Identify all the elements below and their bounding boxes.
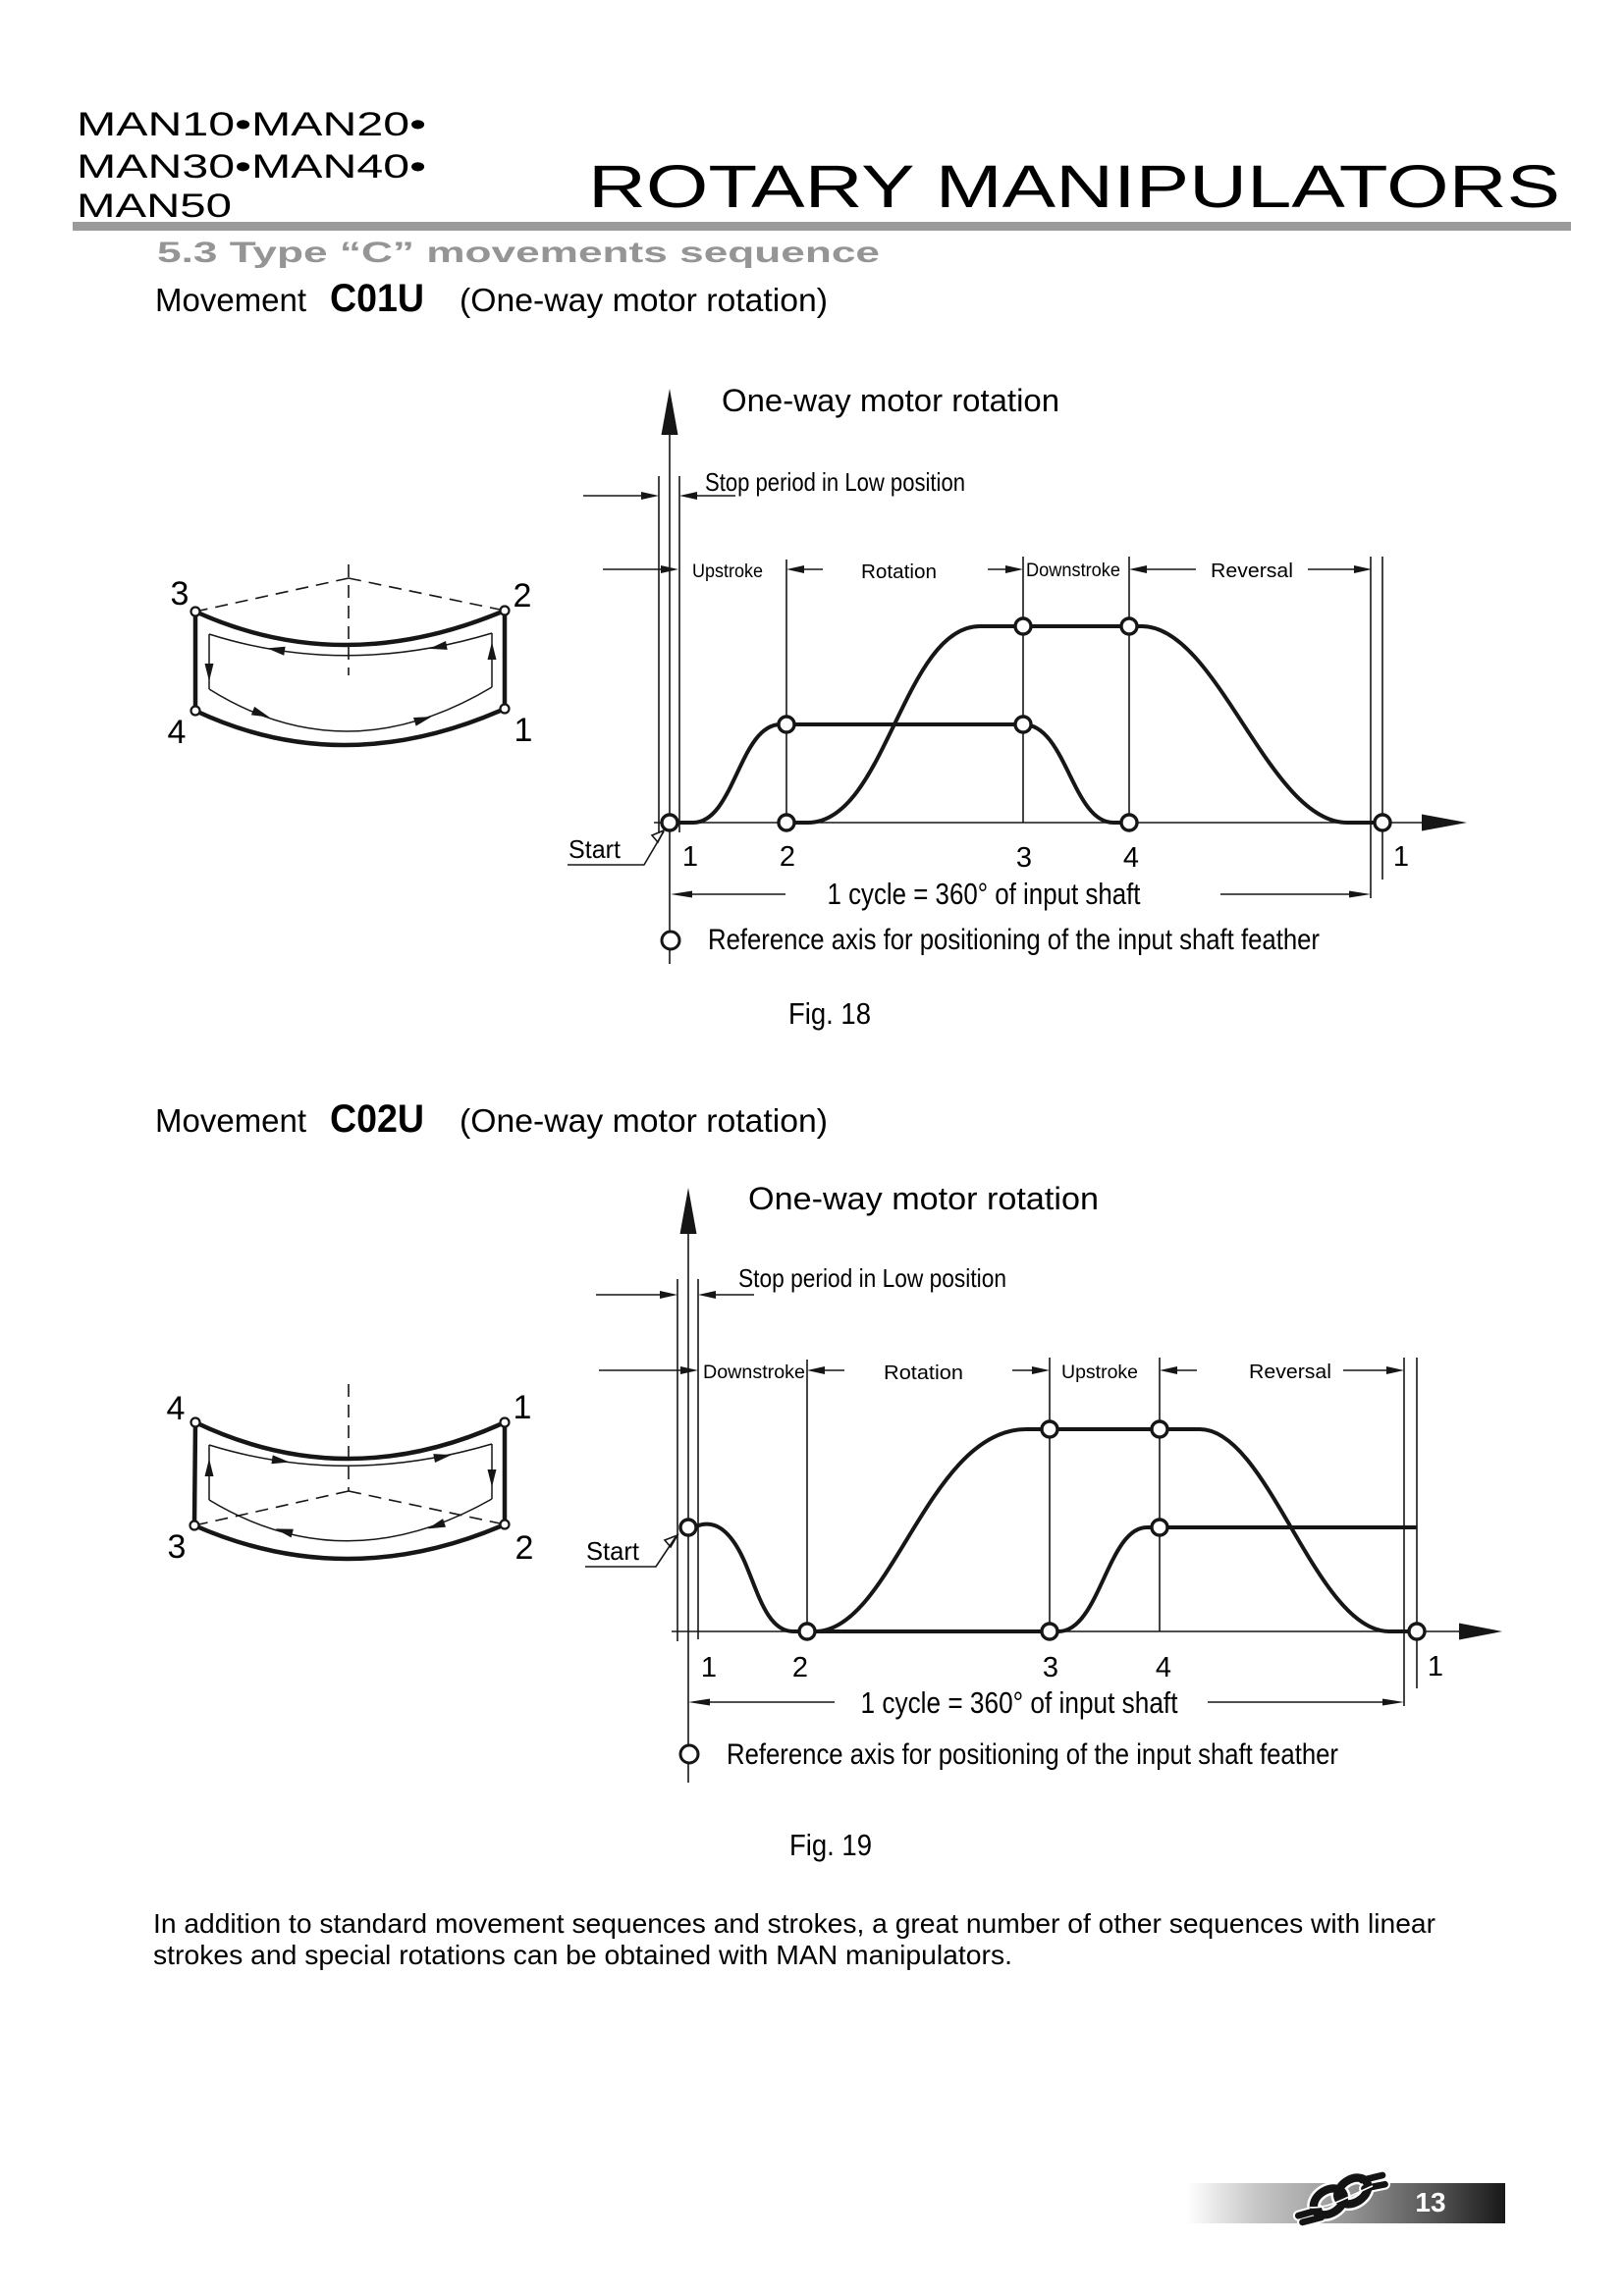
svg-text:3: 3 xyxy=(1043,1652,1058,1683)
svg-text:4: 4 xyxy=(167,1390,186,1427)
svg-text:ROTARY MANIPULATORS: ROTARY MANIPULATORS xyxy=(588,153,1560,220)
svg-text:2: 2 xyxy=(780,841,795,873)
svg-text:1: 1 xyxy=(1428,1651,1443,1682)
svg-text:Rotation: Rotation xyxy=(884,1362,963,1384)
svg-text:13: 13 xyxy=(1415,2187,1445,2217)
svg-text:1 cycle = 360° of input shaft: 1 cycle = 360° of input shaft xyxy=(861,1685,1178,1720)
svg-text:1: 1 xyxy=(701,1652,717,1683)
svg-text:Reference axis for positioning: Reference axis for positioning of the in… xyxy=(708,924,1320,956)
svg-text:Upstroke: Upstroke xyxy=(692,561,763,582)
svg-text:Downstroke: Downstroke xyxy=(703,1362,805,1383)
svg-text:4: 4 xyxy=(168,714,187,751)
svg-text:Stop period in Low position: Stop period in Low position xyxy=(705,467,965,497)
svg-text:Fig. 18: Fig. 18 xyxy=(788,996,871,1031)
svg-text:Fig. 19: Fig. 19 xyxy=(789,1828,872,1862)
svg-text:One-way motor rotation: One-way motor rotation xyxy=(748,1181,1099,1216)
svg-text:1: 1 xyxy=(514,1389,532,1426)
svg-text:Reversal: Reversal xyxy=(1211,561,1293,582)
svg-text:Start: Start xyxy=(568,834,622,864)
svg-text:1: 1 xyxy=(514,712,533,749)
svg-text:3: 3 xyxy=(171,575,189,613)
svg-text:C01U: C01U xyxy=(330,277,424,320)
svg-text:Movement: Movement xyxy=(155,1102,306,1139)
svg-text:(One-way motor rotation): (One-way motor rotation) xyxy=(460,1102,828,1139)
svg-text:2: 2 xyxy=(515,1529,534,1567)
svg-text:4: 4 xyxy=(1156,1652,1171,1683)
svg-text:MAN50: MAN50 xyxy=(77,187,232,225)
svg-text:Upstroke: Upstroke xyxy=(1061,1362,1138,1383)
svg-text:In addition to standard moveme: In addition to standard movement sequenc… xyxy=(153,1908,1435,1939)
svg-text:Stop period in Low position: Stop period in Low position xyxy=(738,1263,1006,1293)
svg-text:Downstroke: Downstroke xyxy=(1026,561,1120,581)
svg-text:2: 2 xyxy=(792,1652,808,1683)
svg-text:MAN30•MAN40•: MAN30•MAN40• xyxy=(77,148,426,186)
svg-text:Rotation: Rotation xyxy=(861,561,937,583)
svg-text:5.3 Type “C” movements seque: 5.3 Type “C” movements sequence xyxy=(157,237,880,269)
svg-text:MAN10•MAN20•: MAN10•MAN20• xyxy=(77,106,426,143)
svg-text:C02U: C02U xyxy=(330,1097,424,1141)
svg-text:(One-way motor rotation): (One-way motor rotation) xyxy=(460,282,828,318)
svg-text:1: 1 xyxy=(682,841,698,873)
svg-text:Reference axis for positioning: Reference axis for positioning of the in… xyxy=(727,1738,1338,1771)
svg-text:1 cycle = 360° of input shaft: 1 cycle = 360° of input shaft xyxy=(828,877,1141,911)
svg-text:3: 3 xyxy=(1016,842,1032,874)
svg-text:4: 4 xyxy=(1123,842,1139,874)
svg-text:Reversal: Reversal xyxy=(1249,1362,1331,1383)
svg-text:One-way motor rotation: One-way motor rotation xyxy=(722,383,1059,418)
svg-text:strokes and special rotations: strokes and special rotations can be obt… xyxy=(153,1940,1012,1970)
svg-text:Movement: Movement xyxy=(155,282,306,318)
svg-text:Start: Start xyxy=(586,1536,640,1566)
svg-text:2: 2 xyxy=(514,577,532,614)
svg-text:3: 3 xyxy=(168,1528,187,1566)
svg-text:1: 1 xyxy=(1393,841,1409,873)
